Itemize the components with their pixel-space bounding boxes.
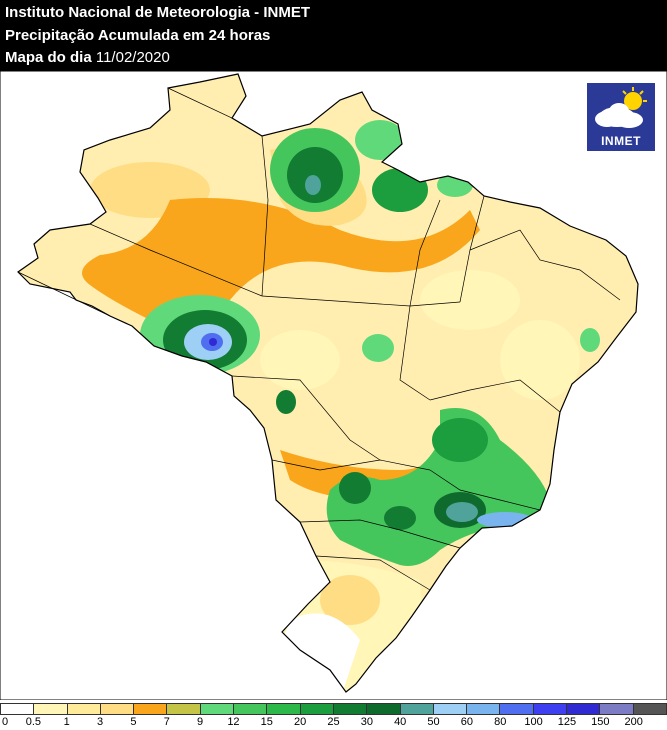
legend-swatch bbox=[467, 703, 501, 715]
field-green-ne-coast bbox=[580, 328, 600, 352]
map-date: 11/02/2020 bbox=[95, 49, 170, 66]
legend-tick-label: 12 bbox=[227, 716, 240, 728]
sun-cloud-icon bbox=[595, 87, 647, 128]
legend-swatch bbox=[600, 703, 634, 715]
legend-tick-label: 40 bbox=[394, 716, 407, 728]
border-parana bbox=[299, 519, 461, 549]
legend-swatch bbox=[67, 703, 101, 715]
legend-tick-label: 60 bbox=[460, 716, 474, 728]
legend-tick-label: 7 bbox=[163, 716, 170, 728]
legend-swatch bbox=[367, 703, 401, 715]
field-teal-north bbox=[305, 175, 321, 195]
legend-color-bar bbox=[0, 703, 667, 715]
border-sc bbox=[315, 555, 431, 591]
legend-swatch bbox=[0, 703, 35, 715]
legend-tick-label: 100 bbox=[524, 716, 543, 728]
legend-swatch bbox=[200, 703, 235, 715]
legend-tick-label: 50 bbox=[427, 716, 440, 728]
border-northeast bbox=[469, 229, 621, 301]
legend-tick-label: 20 bbox=[294, 716, 307, 728]
legend-swatch bbox=[34, 703, 68, 715]
legend-tick-label: 0 bbox=[1, 716, 9, 728]
border-tocantins bbox=[399, 305, 431, 401]
legend-swatch bbox=[433, 703, 468, 715]
legend-swatch bbox=[300, 703, 334, 715]
legend-swatch bbox=[567, 703, 601, 715]
field-darkgreen-ms bbox=[339, 472, 371, 504]
field-darkgreen-mt bbox=[276, 390, 296, 414]
legend-swatch bbox=[333, 703, 368, 715]
border-sp-mg bbox=[429, 469, 541, 511]
legend-swatch bbox=[633, 703, 667, 715]
map-header: Instituto Nacional de Meteorologia - INM… bbox=[0, 0, 667, 71]
field-darkgreen-north bbox=[287, 147, 343, 203]
legend-swatch bbox=[500, 703, 534, 715]
legend-tick-label: 15 bbox=[260, 716, 273, 728]
legend-tick-label: 1 bbox=[63, 716, 70, 728]
legend-swatch bbox=[100, 703, 135, 715]
field-green-mg bbox=[432, 418, 488, 462]
inmet-logo: INMET bbox=[587, 83, 655, 151]
field-sc-light bbox=[320, 575, 380, 625]
legend-tick-label: 3 bbox=[96, 716, 104, 728]
legend-swatch bbox=[167, 703, 201, 715]
legend-tick-label: 125 bbox=[557, 716, 577, 728]
legend-tick-label: 150 bbox=[591, 716, 610, 728]
map-subtitle: Precipitação Acumulada em 24 horas bbox=[5, 27, 271, 44]
legend-swatch bbox=[400, 703, 434, 715]
border-bahia bbox=[429, 379, 561, 413]
precipitation-legend: 0 0.5 1 3 5 7 9 12 15 20 25 30 40 50 60 80 100 125 150 200 bbox=[0, 700, 667, 730]
legend-tick-label: 9 bbox=[197, 716, 204, 728]
precipitation-map bbox=[0, 71, 667, 700]
field-darkgreen-pr bbox=[384, 506, 416, 530]
legend-tick-label: 0.5 bbox=[25, 716, 41, 728]
legend-tick-label: 5 bbox=[130, 716, 137, 728]
legend-tick-label: 25 bbox=[327, 716, 340, 728]
border-mt-south bbox=[231, 375, 381, 461]
border-roraima-amazonas bbox=[167, 87, 269, 297]
field-light-center bbox=[260, 330, 340, 390]
logo-text: INMET bbox=[601, 134, 641, 148]
state-borders bbox=[17, 87, 621, 591]
field-orange-north bbox=[82, 198, 480, 323]
border-para-east bbox=[409, 199, 441, 307]
border-ms-north bbox=[271, 459, 431, 471]
legend-tick-label: 80 bbox=[494, 716, 507, 728]
legend-swatch bbox=[234, 703, 268, 715]
legend-swatch bbox=[267, 703, 301, 715]
field-light-east bbox=[500, 320, 580, 400]
institute-title: Instituto Nacional de Meteorologia - INM… bbox=[5, 4, 311, 21]
legend-tick-label: 30 bbox=[360, 716, 373, 728]
border-amazonas-south bbox=[89, 223, 263, 297]
field-darkblue-rondonia bbox=[209, 338, 217, 346]
legend-swatch bbox=[533, 703, 568, 715]
legend-tick-label: 200 bbox=[624, 716, 643, 728]
map-date-line: Mapa do dia 11/02/2020 bbox=[5, 49, 170, 67]
legend-swatch bbox=[134, 703, 168, 715]
field-green-tocantins bbox=[362, 334, 394, 362]
field-light-ne bbox=[420, 270, 520, 330]
date-prefix: Mapa do dia bbox=[5, 49, 92, 66]
field-green-amapa bbox=[355, 120, 405, 160]
border-acre bbox=[17, 271, 111, 317]
field-teal-sp bbox=[446, 502, 478, 522]
